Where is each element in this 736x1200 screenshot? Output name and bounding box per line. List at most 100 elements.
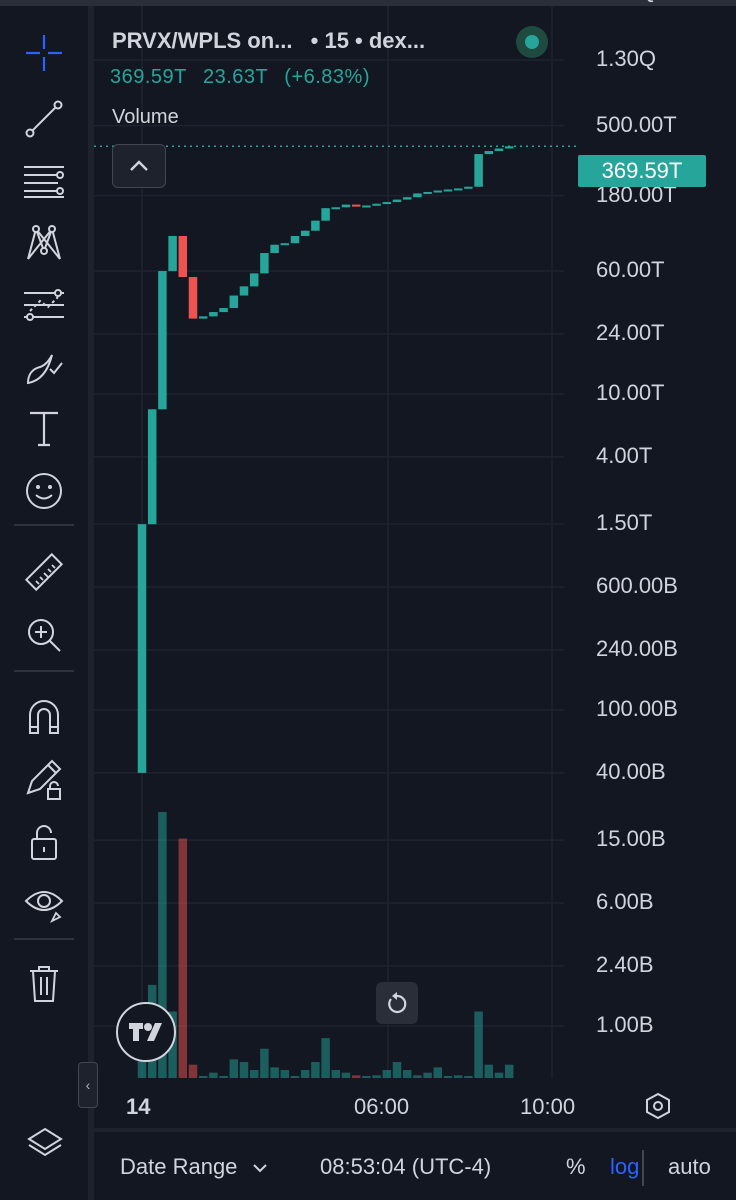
hide-drawings-tool[interactable]	[14, 878, 74, 928]
volume-bar	[413, 1075, 422, 1078]
candle-body	[158, 271, 167, 410]
candle-body	[351, 204, 361, 207]
volume-bar	[382, 1070, 392, 1078]
price-axis-label: 2.40B	[596, 951, 654, 977]
zoom-in-tool[interactable]	[14, 610, 74, 660]
price-change: 23.63T	[202, 66, 269, 88]
volume-bar	[402, 1070, 412, 1078]
remove-drawings-tool[interactable]	[14, 958, 74, 1008]
volume-bar	[464, 1076, 473, 1078]
candle-body	[280, 243, 290, 246]
brush-icon	[26, 354, 63, 385]
pattern-tool[interactable]	[14, 218, 74, 268]
volume-bar	[321, 1038, 330, 1078]
candle-body	[198, 316, 208, 319]
brush-tool[interactable]	[14, 342, 74, 392]
eye-icon	[24, 891, 64, 924]
lock-drawing-tool[interactable]	[14, 754, 74, 804]
drawing-toolbar	[0, 6, 88, 1088]
trend-line-icon	[25, 100, 63, 138]
log-scale-toggle[interactable]: log	[610, 1154, 640, 1179]
symbol-legend[interactable]: PRVX/WPLS on... • 15 • dex...	[112, 28, 425, 54]
candle-body	[260, 253, 269, 274]
volume-bar	[311, 1062, 320, 1078]
timezone-clock[interactable]: 08:53:04 (UTC-4)	[320, 1154, 492, 1179]
text-tool[interactable]	[14, 404, 74, 454]
price-axis-label: 15.00B	[596, 826, 666, 852]
object-tree-button[interactable]	[20, 1118, 70, 1168]
candle-body	[402, 197, 412, 200]
collapse-toolbar-button[interactable]: ‹	[78, 1062, 98, 1108]
candle-body	[168, 236, 177, 272]
pattern-icon	[27, 225, 61, 260]
price-axis-label: 600.00B	[596, 573, 678, 599]
volume-bar	[178, 838, 188, 1078]
bottom-bar-separator	[642, 1150, 644, 1186]
magnet-icon	[29, 700, 59, 734]
auto-scale-toggle[interactable]: auto	[668, 1154, 711, 1179]
trash-icon	[30, 966, 58, 1002]
magnet-tool[interactable]	[14, 692, 74, 742]
candle-body	[321, 208, 330, 221]
crosshair-icon	[26, 35, 62, 71]
prediction-tool[interactable]	[14, 280, 74, 330]
top-edge	[0, 0, 736, 6]
reset-icon	[388, 992, 407, 1014]
lock-all-tool[interactable]	[14, 816, 74, 866]
volume-bar	[443, 1076, 453, 1078]
candle-body	[311, 220, 320, 231]
volume-bar	[280, 1070, 290, 1078]
symbol-interval: • 15 • dex...	[310, 28, 426, 53]
volume-bar	[300, 1070, 310, 1078]
chevron-down-icon	[252, 1164, 267, 1173]
volume-bar	[229, 1059, 239, 1078]
volume-bar	[433, 1067, 443, 1078]
tradingview-logo-icon	[129, 1023, 162, 1041]
price-axis-label: 1.30Q	[596, 45, 656, 71]
date-range-label: Date Range	[120, 1154, 238, 1179]
trend-line-tool[interactable]	[14, 94, 74, 144]
volume-bar	[504, 1064, 514, 1078]
emoji-tool[interactable]	[14, 466, 74, 516]
symbol-title[interactable]: PRVX/WPLS on...	[112, 28, 293, 53]
candle-body	[229, 295, 239, 309]
candle-body	[341, 204, 351, 208]
candle-body	[474, 154, 483, 187]
text-icon	[30, 411, 58, 447]
emoji-icon	[26, 473, 62, 509]
chevron-left-icon: ‹	[85, 1077, 91, 1093]
volume-bar	[239, 1062, 249, 1078]
volume-bar	[219, 1076, 228, 1078]
crosshair-tool[interactable]	[14, 28, 74, 78]
volume-bar	[423, 1072, 432, 1078]
candle-body	[413, 193, 422, 198]
reset-chart-button[interactable]	[376, 982, 418, 1024]
candle-body	[484, 151, 494, 155]
volume-legend[interactable]: Volume	[112, 106, 179, 128]
date-range-button[interactable]: Date Range	[120, 1154, 268, 1180]
collapse-legend-button[interactable]	[112, 144, 166, 188]
volume-bar	[474, 1011, 483, 1078]
volume-bar	[453, 1075, 463, 1078]
market-status-icon[interactable]	[516, 26, 548, 58]
toolbar-separator	[14, 524, 74, 526]
ruler-tool[interactable]	[14, 548, 74, 598]
price-axis-label: 4.00T	[596, 442, 653, 468]
candle-body	[494, 148, 504, 152]
time-axis-label: 14	[126, 1094, 151, 1119]
candle-body	[209, 312, 218, 317]
fib-retracement-tool[interactable]	[14, 156, 74, 206]
volume-bar	[209, 1072, 218, 1078]
toolbar-divider	[88, 6, 94, 1200]
candle-body	[137, 524, 147, 773]
percent-scale-toggle[interactable]: %	[566, 1154, 586, 1179]
volume-bar	[188, 1064, 198, 1078]
zoom-in-icon	[28, 619, 61, 652]
volume-bar	[372, 1075, 381, 1078]
candle-body	[362, 205, 371, 208]
candle-body	[147, 409, 157, 525]
tradingview-logo[interactable]	[116, 1002, 176, 1062]
bottom-bar: Date Range 08:53:04 (UTC-4) % log auto	[94, 1132, 736, 1200]
time-axis-label: 10:00	[520, 1094, 576, 1119]
chart-settings-button[interactable]	[640, 1088, 676, 1124]
